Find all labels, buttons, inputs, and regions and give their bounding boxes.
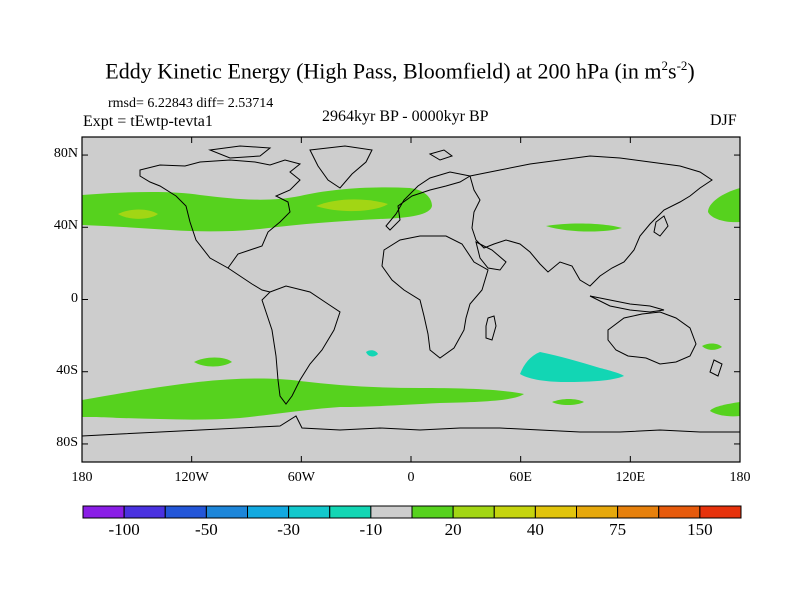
south-america-coast — [261, 285, 341, 405]
plot-title: Eddy Kinetic Energy (High Pass, Bloomfie… — [105, 58, 695, 84]
experiment-label: Expt = tEwtp-tevta1 — [83, 113, 213, 130]
south-indian-negative-region — [520, 352, 624, 382]
north-pacific-storm-track-region — [82, 187, 432, 232]
colorbar-swatch — [576, 505, 619, 519]
x-tick-label: 0 — [407, 470, 415, 485]
colorbar-swatch — [82, 505, 125, 519]
colorbar-label: -30 — [277, 520, 300, 539]
south-pacific-east-region — [710, 402, 740, 417]
colorbar-label: 150 — [687, 520, 713, 539]
central-america-coast — [227, 267, 271, 293]
colorbar-swatch — [617, 505, 660, 519]
colorbar-swatch — [534, 505, 577, 519]
africa-coast — [381, 235, 489, 359]
x-tick-label: 180 — [71, 470, 93, 485]
colorbar-label: -100 — [108, 520, 140, 539]
north-pacific-core-region — [118, 209, 158, 219]
y-tick-label: 0 — [71, 290, 78, 306]
x-tick-label: 60E — [509, 470, 532, 485]
north-america-coast — [139, 159, 302, 269]
colorbar-swatch — [452, 505, 495, 519]
y-tick-label: 40S — [56, 362, 78, 378]
x-tick-label: 120W — [174, 470, 209, 485]
greenland-coast — [309, 145, 373, 189]
x-tick-label: 120E — [615, 470, 646, 485]
colorbar-swatch — [247, 505, 290, 519]
north-atlantic-core-region — [316, 199, 388, 212]
colorbar-swatch — [123, 505, 166, 519]
tasman-small-region — [702, 343, 722, 350]
anomaly-regions — [82, 187, 740, 420]
colorbar-swatch — [658, 505, 701, 519]
axis-ticks — [81, 137, 741, 462]
x-tick-label: 60W — [287, 470, 315, 485]
statistics-label: rmsd= 6.22843 diff= 2.53714 — [108, 96, 274, 111]
indonesia-coast — [589, 295, 665, 313]
south-pacific-small-region — [194, 357, 232, 367]
svalbard-coast — [428, 149, 454, 161]
colorbar-swatch — [493, 505, 536, 519]
colorbar-swatch — [370, 505, 413, 519]
south-atlantic-negative-region — [366, 350, 378, 357]
y-tick-label: 40N — [53, 218, 78, 234]
new-zealand-coast — [709, 359, 723, 377]
south-atlantic-small-region — [552, 399, 584, 405]
antarctica-coast — [81, 415, 740, 437]
colorbar-swatch — [164, 505, 207, 519]
y-tick-label: 80S — [56, 434, 78, 450]
asia-coast — [469, 155, 713, 287]
southern-ocean-band-region — [82, 378, 524, 420]
colorbar-label: 20 — [444, 520, 462, 539]
colorbar-swatch — [329, 505, 372, 519]
australia-coast — [607, 311, 697, 365]
north-pacific-west-region — [708, 188, 740, 223]
colorbar-swatch — [205, 505, 248, 519]
colorbar-swatch — [288, 505, 331, 519]
asian-jet-region — [546, 223, 622, 232]
madagascar-coast — [485, 315, 497, 341]
x-tick-label: 180 — [729, 470, 751, 485]
y-tick-label: 80N — [53, 146, 78, 162]
japan-coast — [653, 215, 669, 237]
colorbar — [82, 505, 742, 519]
coastlines — [81, 145, 740, 437]
arabia-coast — [475, 241, 507, 271]
colorbar-swatch — [699, 505, 742, 519]
season-label: DJF — [710, 112, 737, 129]
colorbar-label: -50 — [195, 520, 218, 539]
colorbar-label: -10 — [359, 520, 383, 539]
colorbar-label: 75 — [609, 520, 627, 539]
colorbar-label: 40 — [526, 520, 544, 539]
colorbar-swatch — [411, 505, 454, 519]
arctic-islands-coast — [208, 145, 272, 159]
period-label: 2964kyr BP - 0000kyr BP — [322, 108, 489, 125]
